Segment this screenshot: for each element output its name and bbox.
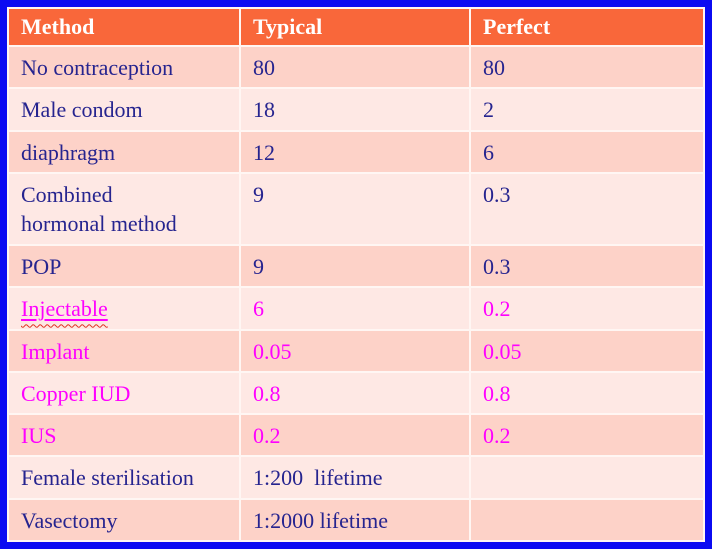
perfect-cell: 0.2 [471,288,703,329]
perfect-cell: 0.2 [471,415,703,456]
method-cell: Combined hormonal method [9,173,239,245]
method-cell: Injectable [9,288,239,329]
header-cell-typical: Typical [241,9,469,45]
method-cell: Implant [9,330,239,371]
typical-cell: 80 [241,47,469,88]
table-row: Injectable 6 0.2 [9,288,703,329]
contraception-effectiveness-table: Method Typical Perfect No contraception … [7,7,705,542]
method-label: Injectable [21,296,108,322]
perfect-cell: 80 [471,47,703,88]
method-cell: diaphragm [9,131,239,172]
header-row: Method Typical Perfect [9,9,703,45]
typical-cell: 0.05 [241,330,469,371]
table-row: IUS 0.2 0.2 [9,415,703,456]
typical-cell: 9 [241,173,469,245]
method-cell: Female sterilisation [9,457,239,498]
typical-cell: 12 [241,131,469,172]
perfect-cell: 0.8 [471,372,703,414]
table-row: Vasectomy 1:2000 lifetime [9,499,703,540]
method-cell: Vasectomy [9,499,239,540]
method-cell: Male condom [9,89,239,130]
header-cell-method: Method [9,9,239,45]
spellcheck-wavy-underline: Injectable [21,296,108,321]
perfect-cell [471,499,703,540]
method-cell: Copper IUD [9,372,239,414]
perfect-cell: 6 [471,131,703,172]
typical-cell: 1:200 lifetime [241,457,469,498]
typical-cell: 9 [241,246,469,287]
table-row: Female sterilisation 1:200 lifetime [9,457,703,498]
method-cell: No contraception [9,47,239,88]
perfect-cell [471,457,703,498]
typical-cell: 0.2 [241,415,469,456]
table-row: POP 9 0.3 [9,246,703,287]
table-row: Implant 0.05 0.05 [9,330,703,371]
table-row: Combined hormonal method 9 0.3 [9,173,703,245]
perfect-cell: 0.3 [471,246,703,287]
perfect-cell: 0.05 [471,330,703,371]
table-row: No contraception 80 80 [9,47,703,88]
method-cell: IUS [9,415,239,456]
typical-cell: 6 [241,288,469,329]
perfect-cell: 2 [471,89,703,130]
table-row: diaphragm 12 6 [9,131,703,172]
perfect-cell: 0.3 [471,173,703,245]
method-cell: POP [9,246,239,287]
header-cell-perfect: Perfect [471,9,703,45]
typical-cell: 1:2000 lifetime [241,499,469,540]
typical-cell: 0.8 [241,372,469,414]
typical-cell: 18 [241,89,469,130]
table-row: Male condom 18 2 [9,89,703,130]
table-row: Copper IUD 0.8 0.8 [9,372,703,414]
